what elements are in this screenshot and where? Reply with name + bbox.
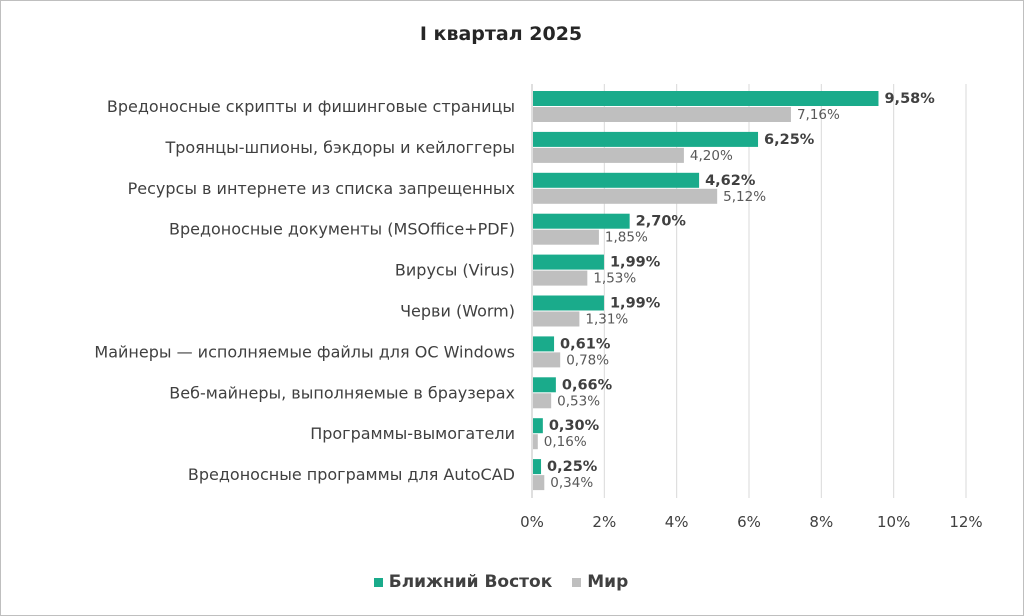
bar-series-1 <box>533 229 599 245</box>
data-label-series-0: 6,25% <box>764 132 815 148</box>
x-tick-label: 2% <box>592 513 616 531</box>
category-label: Вредоносные программы для AutoCAD <box>188 465 515 484</box>
bar-series-1 <box>533 311 580 327</box>
data-label-series-0: 0,25% <box>547 459 598 475</box>
data-label-series-1: 1,85% <box>605 230 648 246</box>
x-tick-label: 8% <box>809 513 833 531</box>
bar-series-1 <box>533 475 545 491</box>
data-label-series-1: 1,53% <box>593 271 636 287</box>
x-tick-label: 12% <box>949 513 982 531</box>
legend-label-series-1: Мир <box>587 572 629 592</box>
data-label-series-1: 0,78% <box>566 352 609 368</box>
x-tick-label: 4% <box>665 513 689 531</box>
category-label: Программы-вымогатели <box>310 424 515 443</box>
legend-swatch-series-0 <box>373 577 383 587</box>
x-tick-label: 6% <box>737 513 761 531</box>
legend-label-series-0: Ближний Восток <box>388 572 553 592</box>
bar-series-0 <box>533 336 555 352</box>
bar-series-0 <box>533 172 700 188</box>
data-label-series-1: 5,12% <box>723 189 766 205</box>
data-label-series-1: 0,34% <box>550 475 593 491</box>
bar-series-0 <box>533 377 556 393</box>
bar-series-1 <box>533 270 588 286</box>
data-label-series-1: 0,16% <box>544 434 587 450</box>
x-tick-label: 0% <box>520 513 544 531</box>
data-label-series-0: 9,58% <box>884 91 935 107</box>
bar-series-0 <box>533 295 604 311</box>
data-label-series-0: 1,99% <box>610 296 661 312</box>
category-label: Троянцы-шпионы, бэкдоры и кейлоггеры <box>164 138 515 157</box>
data-label-series-0: 4,62% <box>705 173 756 189</box>
data-label-series-1: 0,53% <box>557 393 600 409</box>
data-label-series-0: 0,61% <box>560 336 611 352</box>
bar-series-1 <box>533 147 684 163</box>
legend: Ближний Восток Мир <box>1 572 1001 592</box>
category-label: Ресурсы в интернете из списка запрещенны… <box>128 179 515 198</box>
category-label: Черви (Worm) <box>400 302 515 321</box>
bar-series-1 <box>533 107 791 122</box>
data-label-series-1: 7,16% <box>797 107 840 123</box>
data-label-series-0: 0,30% <box>549 418 600 434</box>
bar-series-0 <box>533 459 542 475</box>
bar-series-0 <box>533 131 759 147</box>
bar-series-0 <box>533 418 543 434</box>
category-label: Вредоносные скрипты и фишинговые страниц… <box>107 97 515 116</box>
bar-series-0 <box>533 213 630 229</box>
bar-series-1 <box>533 352 561 368</box>
legend-swatch-series-1 <box>572 577 582 587</box>
bar-series-0 <box>533 254 604 270</box>
legend-item-series-1: Мир <box>572 572 628 592</box>
chart-title: I квартал 2025 <box>419 23 583 45</box>
data-label-series-0: 2,70% <box>636 214 687 230</box>
category-label: Майнеры — исполняемые файлы для ОС Windo… <box>94 342 515 361</box>
bar-series-0 <box>533 91 879 106</box>
bar-series-1 <box>533 393 552 409</box>
category-label: Вредоносные документы (MSOffice+PDF) <box>169 220 515 239</box>
legend-item-series-0: Ближний Восток <box>373 572 553 592</box>
bar-series-1 <box>533 188 718 204</box>
bar-series-1 <box>533 434 538 450</box>
category-label: Вирусы (Virus) <box>395 261 515 280</box>
data-label-series-1: 1,31% <box>585 312 628 328</box>
data-label-series-0: 1,99% <box>610 255 661 271</box>
data-label-series-1: 4,20% <box>690 148 733 164</box>
category-label: Веб-майнеры, выполняемые в браузерах <box>169 383 515 402</box>
data-label-series-0: 0,66% <box>562 377 613 393</box>
x-tick-label: 10% <box>877 513 910 531</box>
